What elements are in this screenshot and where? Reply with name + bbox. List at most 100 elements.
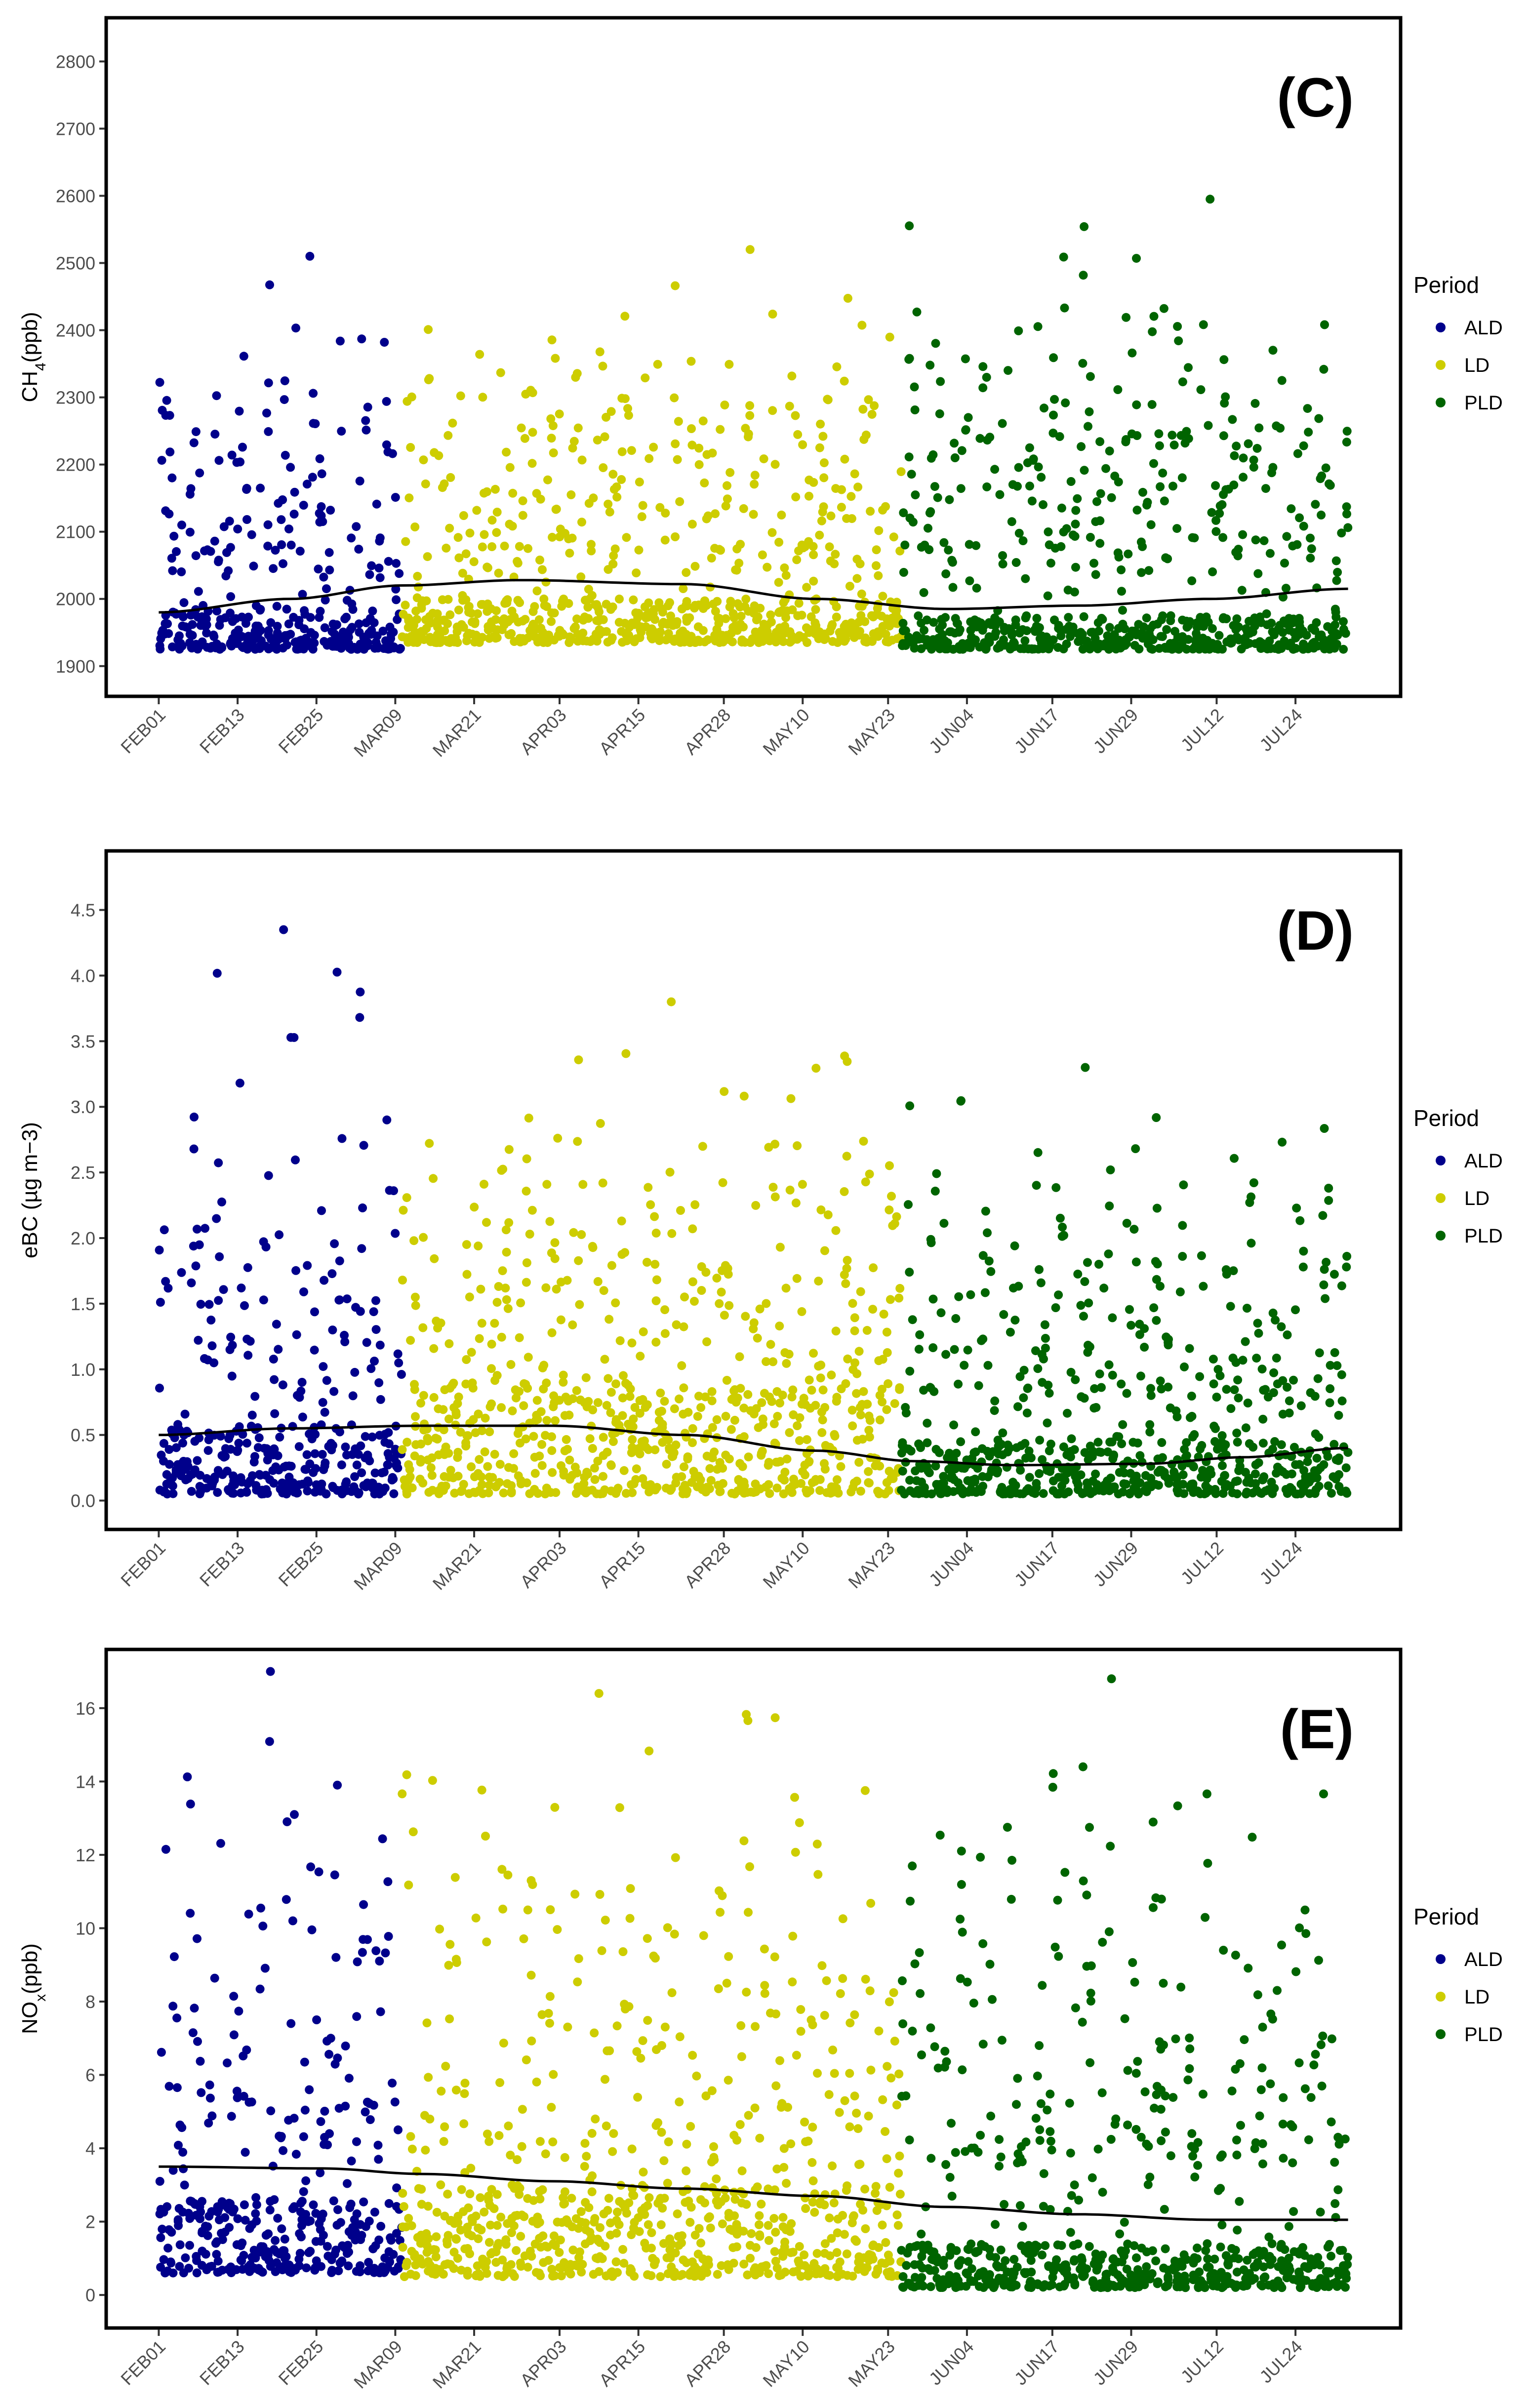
data-point-ld: [842, 1152, 851, 1161]
data-point-ld: [675, 2032, 684, 2042]
data-point-ld: [478, 633, 487, 642]
data-point-pld: [1329, 1270, 1339, 1279]
data-point-ld: [830, 1431, 840, 1441]
data-point-ald: [186, 1909, 195, 1918]
y-axis-title-rest: (ppb): [18, 312, 42, 363]
data-point-ld: [470, 1203, 479, 1212]
data-point-ld: [502, 1295, 511, 1304]
data-point-ld: [461, 595, 471, 604]
data-point-ald: [163, 2244, 173, 2253]
data-point-ald: [182, 1457, 192, 1466]
data-point-ld: [542, 1180, 552, 1189]
data-point-pld: [1185, 617, 1195, 626]
data-point-pld: [999, 1310, 1008, 1319]
data-point-ld: [501, 2240, 511, 2249]
data-point-pld: [1278, 1467, 1288, 1477]
data-point-ld: [805, 1375, 814, 1385]
data-point-ld: [424, 325, 433, 334]
data-point-ld: [587, 1421, 596, 1431]
data-point-ald: [224, 566, 233, 575]
data-point-ald: [347, 2156, 356, 2166]
data-point-ld: [788, 1977, 797, 1987]
data-point-ld: [595, 607, 604, 616]
data-point-ald: [216, 1432, 225, 1441]
data-point-pld: [1120, 624, 1129, 634]
data-point-ld: [671, 439, 680, 448]
data-point-ald: [273, 628, 282, 638]
data-point-ald: [254, 1433, 264, 1443]
data-point-ld: [498, 1904, 508, 1914]
data-point-ald: [384, 1439, 394, 1448]
data-point-ld: [892, 2100, 901, 2110]
data-point-pld: [1153, 1259, 1162, 1269]
data-point-ald: [204, 2119, 213, 2127]
data-point-ld: [456, 2225, 465, 2235]
data-point-ld: [603, 1447, 612, 1457]
data-point-ld: [538, 1363, 547, 1372]
data-point-pld: [1312, 1473, 1322, 1483]
y-tick-label: 1.5: [71, 1294, 95, 1314]
data-point-ld: [756, 603, 765, 613]
data-point-pld: [1066, 632, 1075, 641]
data-point-ld: [672, 620, 681, 629]
data-point-ld: [546, 414, 556, 423]
data-point-ld: [796, 2027, 805, 2036]
data-point-ld: [677, 1361, 686, 1370]
data-point-ld: [886, 2267, 895, 2276]
data-point-ld: [478, 542, 487, 552]
data-point-ald: [363, 402, 372, 412]
data-point-ald: [294, 1442, 304, 1451]
data-point-pld: [1342, 1262, 1351, 1272]
data-point-ld: [817, 516, 826, 525]
data-point-ald: [329, 1387, 339, 1396]
data-point-ald: [341, 2101, 350, 2111]
data-point-ld: [696, 1482, 705, 1491]
data-point-ld: [615, 1336, 625, 1345]
data-point-ld: [785, 627, 795, 637]
data-point-ld: [446, 1466, 455, 1475]
data-point-ald: [168, 2002, 178, 2011]
data-point-ld: [823, 1210, 833, 1219]
data-point-ld: [442, 543, 451, 553]
data-point-ld: [437, 2087, 446, 2096]
data-point-ld: [895, 2189, 905, 2199]
data-point-pld: [1048, 428, 1058, 438]
data-point-pld: [1057, 503, 1066, 513]
data-point-ald: [189, 438, 199, 447]
data-point-pld: [1040, 1320, 1049, 1329]
data-point-ld: [537, 1440, 547, 1449]
data-point-ld: [707, 1396, 717, 1405]
data-point-pld: [1299, 441, 1308, 450]
data-point-ld: [805, 491, 813, 501]
data-point-ld: [518, 496, 527, 506]
data-point-pld: [937, 2279, 946, 2288]
data-point-ald: [247, 1410, 257, 1420]
data-point-pld: [984, 1256, 994, 1266]
data-point-ald: [305, 2085, 314, 2094]
data-point-ald: [358, 1203, 367, 1212]
data-point-pld: [1160, 496, 1169, 506]
data-point-ld: [576, 2207, 586, 2216]
data-point-pld: [1081, 1063, 1090, 1072]
data-point-ld: [618, 1411, 627, 1420]
data-point-ld: [527, 459, 537, 468]
data-point-pld: [1265, 636, 1274, 645]
data-point-pld: [1178, 1470, 1188, 1480]
data-point-ald: [303, 1486, 312, 1496]
data-point-ld: [617, 447, 627, 456]
data-point-ld: [707, 2086, 717, 2095]
data-point-ld: [507, 1487, 516, 1496]
data-point-ld: [498, 1266, 507, 1276]
data-point-ald: [315, 613, 324, 622]
data-point-ald: [370, 1468, 380, 1478]
data-point-pld: [1321, 1294, 1330, 1303]
data-point-pld: [1237, 586, 1247, 595]
data-point-ald: [391, 1229, 400, 1238]
data-point-ld: [516, 2262, 525, 2271]
data-point-pld: [942, 2057, 951, 2066]
data-point-ld: [453, 2253, 462, 2263]
data-point-pld: [1034, 462, 1043, 472]
data-point-ld: [403, 2258, 412, 2267]
data-point-pld: [1187, 1411, 1197, 1421]
data-point-ld: [524, 1114, 533, 1123]
